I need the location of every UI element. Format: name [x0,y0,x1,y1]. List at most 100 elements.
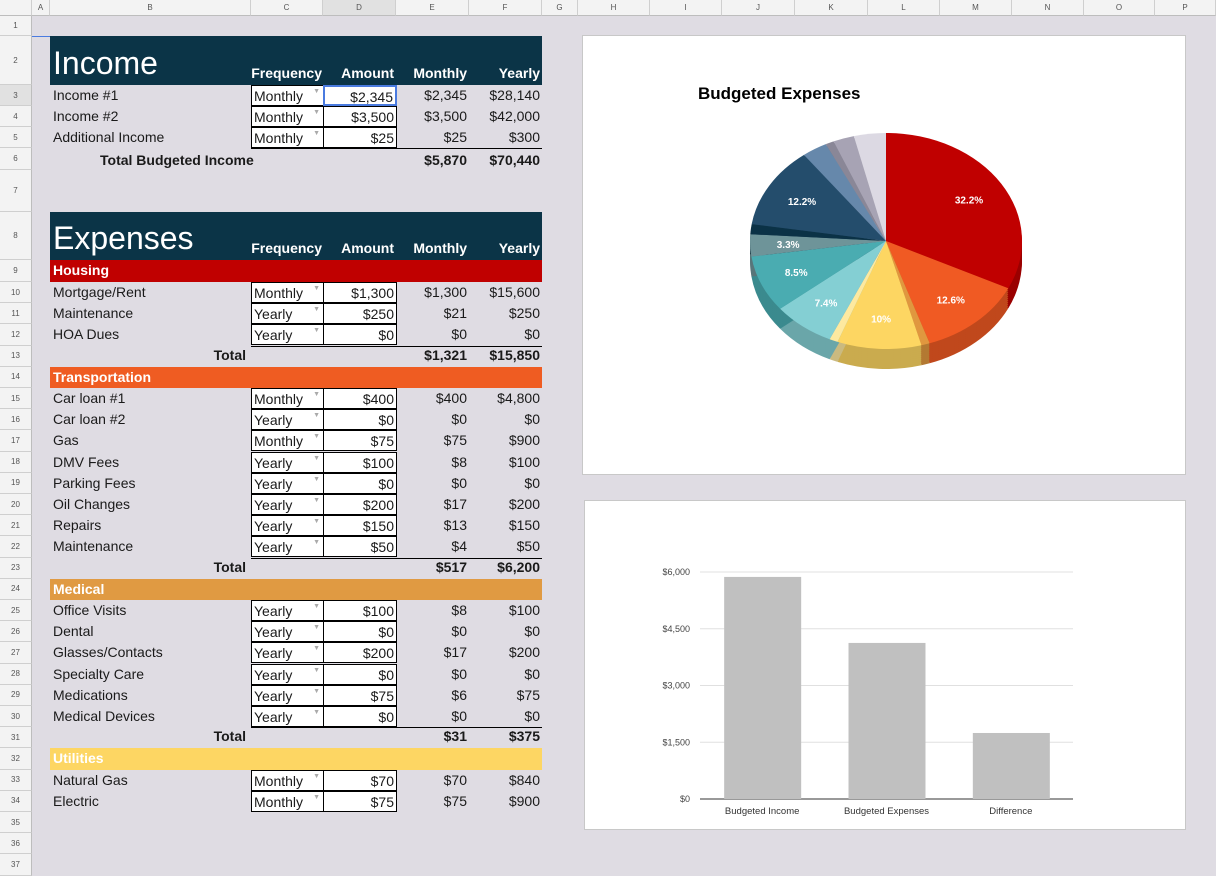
amount-input[interactable]: $3,500 [323,106,397,127]
dropdown-arrow-icon[interactable]: ▼ [313,130,320,137]
amount-input[interactable]: $0 [323,324,397,346]
dropdown-arrow-icon[interactable]: ▼ [313,772,320,780]
frequency-dropdown[interactable]: Yearly ▼ [251,494,324,515]
column-header-A[interactable]: A [32,0,50,16]
amount-input[interactable]: $75 [323,790,397,812]
dropdown-arrow-icon[interactable]: ▼ [313,306,320,314]
dropdown-arrow-icon[interactable]: ▼ [313,687,320,695]
frequency-dropdown[interactable]: Yearly ▼ [251,642,324,664]
amount-input[interactable]: $2,345 [323,85,397,106]
column-header-M[interactable]: M [940,0,1012,16]
dropdown-arrow-icon[interactable]: ▼ [313,666,320,674]
column-header-D[interactable]: D [323,0,396,16]
amount-input[interactable]: $250 [323,303,397,325]
frequency-dropdown[interactable]: Yearly ▼ [251,303,324,325]
amount-input[interactable]: $0 [323,663,397,685]
pie-slice[interactable] [750,224,886,241]
frequency-dropdown[interactable]: Yearly ▼ [251,621,324,643]
frequency-dropdown[interactable]: Yearly ▼ [251,472,324,494]
pie-slice[interactable] [853,133,886,241]
pie-slice[interactable] [886,241,930,346]
row-header-28[interactable]: 28 [0,663,32,685]
amount-input[interactable]: $0 [323,706,397,727]
dropdown-arrow-icon[interactable]: ▼ [313,645,320,653]
pie-slice[interactable] [751,241,886,309]
row-header-30[interactable]: 30 [0,706,32,728]
amount-input[interactable]: $75 [323,684,397,706]
dropdown-arrow-icon[interactable]: ▼ [313,88,320,95]
pie-slice[interactable] [751,154,886,241]
pie-slice[interactable] [750,234,886,257]
pie-slice[interactable] [804,144,886,241]
frequency-dropdown[interactable]: Yearly ▼ [251,663,324,685]
dropdown-arrow-icon[interactable]: ▼ [313,454,320,462]
pie-slice[interactable] [780,241,886,340]
row-header-9[interactable]: 9 [0,260,32,282]
row-header-31[interactable]: 31 [0,727,32,749]
dropdown-arrow-icon[interactable]: ▼ [313,391,320,398]
row-header-4[interactable]: 4 [0,106,32,127]
frequency-dropdown[interactable]: Monthly ▼ [251,85,324,106]
dropdown-arrow-icon[interactable]: ▼ [313,603,320,610]
frequency-dropdown[interactable]: Yearly ▼ [251,600,324,621]
frequency-dropdown[interactable]: Monthly ▼ [251,388,324,409]
select-all-corner[interactable] [0,0,32,16]
dropdown-arrow-icon[interactable]: ▼ [313,433,320,441]
pie-slice[interactable] [886,133,1022,289]
dropdown-arrow-icon[interactable]: ▼ [313,793,320,801]
pie-slice[interactable] [886,241,1009,344]
row-header-36[interactable]: 36 [0,833,32,855]
amount-input[interactable]: $75 [323,430,397,452]
frequency-dropdown[interactable]: Yearly ▼ [251,324,324,346]
column-header-C[interactable]: C [251,0,323,16]
row-header-25[interactable]: 25 [0,600,32,622]
row-header-17[interactable]: 17 [0,430,32,452]
row-header-22[interactable]: 22 [0,536,32,558]
frequency-dropdown[interactable]: Yearly ▼ [251,684,324,706]
bar[interactable] [848,642,926,799]
column-header-H[interactable]: H [578,0,650,16]
dropdown-arrow-icon[interactable]: ▼ [313,709,320,716]
dropdown-arrow-icon[interactable]: ▼ [313,475,320,483]
column-header-J[interactable]: J [722,0,795,16]
column-header-E[interactable]: E [396,0,469,16]
row-header-15[interactable]: 15 [0,388,32,410]
dropdown-arrow-icon[interactable]: ▼ [313,497,320,504]
amount-input[interactable]: $150 [323,515,397,537]
row-header-8[interactable]: 8 [0,212,32,260]
frequency-dropdown[interactable]: Monthly ▼ [251,430,324,452]
row-header-18[interactable]: 18 [0,451,32,473]
pie-chart[interactable]: 32.2% 12.6% 10% 7.4% 8.5% 3.3% 12.2% Budgeted … [582,35,1186,475]
row-header-34[interactable]: 34 [0,790,32,812]
row-header-12[interactable]: 12 [0,324,32,346]
frequency-dropdown[interactable]: Monthly ▼ [251,127,324,148]
amount-input[interactable]: $70 [323,769,397,791]
row-header-14[interactable]: 14 [0,366,32,388]
bar[interactable] [724,576,802,799]
amount-input[interactable]: $100 [323,600,397,621]
frequency-dropdown[interactable]: Monthly ▼ [251,769,324,791]
row-header-11[interactable]: 11 [0,303,32,325]
frequency-dropdown[interactable]: Monthly ▼ [251,106,324,127]
amount-input[interactable]: $0 [323,472,397,494]
amount-input[interactable]: $1,300 [323,282,397,303]
pie-slice[interactable] [829,241,886,342]
row-header-21[interactable]: 21 [0,515,32,537]
frequency-dropdown[interactable]: Monthly ▼ [251,282,324,303]
row-header-2[interactable]: 2 [0,36,32,85]
column-header-N[interactable]: N [1012,0,1084,16]
column-header-F[interactable]: F [469,0,542,16]
column-header-O[interactable]: O [1084,0,1155,16]
dropdown-arrow-icon[interactable]: ▼ [313,624,320,632]
row-header-33[interactable]: 33 [0,769,32,791]
row-header-16[interactable]: 16 [0,409,32,431]
row-header-7[interactable]: 7 [0,170,32,212]
frequency-dropdown[interactable]: Yearly ▼ [251,706,324,727]
row-header-5[interactable]: 5 [0,127,32,148]
frequency-dropdown[interactable]: Yearly ▼ [251,536,324,558]
frequency-dropdown[interactable]: Yearly ▼ [251,409,324,431]
amount-input[interactable]: $0 [323,621,397,643]
column-header-G[interactable]: G [542,0,578,16]
frequency-dropdown[interactable]: Yearly ▼ [251,515,324,537]
dropdown-arrow-icon[interactable]: ▼ [313,109,320,116]
